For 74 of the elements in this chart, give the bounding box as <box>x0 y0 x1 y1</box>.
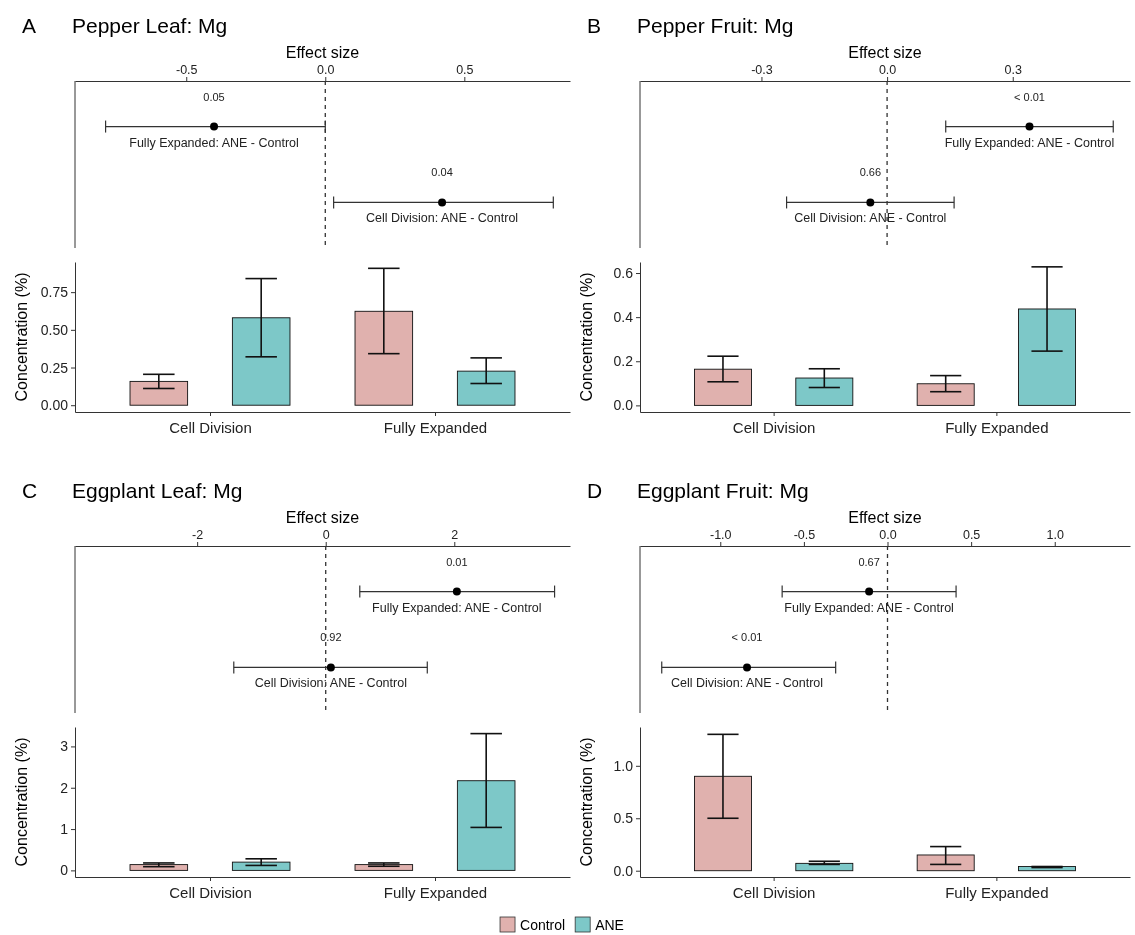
chart-title: Pepper Fruit: Mg <box>637 14 794 37</box>
x-tick-label: -0.5 <box>793 528 816 542</box>
y-tick-label: Fully Expanded: ANE - Control <box>372 600 542 615</box>
y-tick-label: Cell Division: ANE - Control <box>254 676 407 691</box>
x-tick-label: 0 <box>322 528 330 542</box>
x-axis-title: Effect size <box>848 44 922 61</box>
y-tick-label: Cell Division: ANE - Control <box>794 211 947 226</box>
x-tick-label: -1.0 <box>710 528 732 542</box>
x-tick-label: 2 <box>451 528 459 542</box>
chart-title: Pepper Leaf: Mg <box>72 14 228 37</box>
y-tick-label: 0.00 <box>40 397 69 414</box>
x-axis-title: Effect size <box>285 44 360 61</box>
x-axis-title: Effect size <box>285 509 360 526</box>
x-tick-label: Fully Expanded <box>383 418 488 436</box>
x-tick-label: Fully Expanded <box>945 883 1049 901</box>
y-tick-label: Cell Division: ANE - Control <box>670 676 824 691</box>
text: C <box>22 479 38 502</box>
x-tick-label: 1.0 <box>1046 528 1064 542</box>
x-tick-label: -0.3 <box>751 63 773 77</box>
annotation: 0.04 <box>431 166 453 179</box>
bar <box>231 861 291 871</box>
text: D <box>587 479 603 502</box>
y-tick-label: 0.50 <box>40 321 69 338</box>
x-tick-label: Cell Division <box>732 418 816 436</box>
legend-label: Control <box>520 917 566 933</box>
y-axis-title: Concentration (%) <box>13 737 30 867</box>
y-tick-label: 0.6 <box>613 265 634 282</box>
y-tick-label: Cell Division: ANE - Control <box>366 211 519 226</box>
x-tick-label: -2 <box>192 528 204 542</box>
x-tick-label: Cell Division <box>169 418 252 436</box>
y-axis-title: Concentration (%) <box>13 272 30 402</box>
y-tick-label: 0.25 <box>40 359 69 376</box>
x-tick-label: Cell Division <box>732 883 816 901</box>
y-tick-label: Fully Expanded: ANE - Control <box>944 135 1115 150</box>
y-tick-label: 1 <box>60 821 69 838</box>
y-tick-label: 2 <box>60 779 69 796</box>
legend-label: ANE <box>595 917 624 933</box>
y-tick-label: 0.2 <box>613 353 634 370</box>
annotation: < 0.01 <box>1014 90 1045 103</box>
x-tick-label: Fully Expanded <box>383 883 488 901</box>
x-tick-label: Fully Expanded <box>945 418 1049 436</box>
y-tick-label: 0.0 <box>613 397 634 414</box>
text: A <box>22 14 37 37</box>
x-axis-title: Effect size <box>848 509 922 526</box>
y-axis-title: Concentration (%) <box>578 737 595 867</box>
x-tick-label: -0.5 <box>175 63 198 77</box>
bar <box>129 864 189 871</box>
x-tick-label: 0.5 <box>456 63 474 77</box>
y-axis-title: Concentration (%) <box>578 272 595 402</box>
x-tick-label: 0.0 <box>317 63 335 77</box>
annotation: < 0.01 <box>731 631 763 644</box>
x-tick-label: 0.3 <box>1004 63 1022 77</box>
y-tick-label: 0.4 <box>613 309 634 326</box>
y-tick-label: 0.5 <box>613 810 634 827</box>
annotation: 0.66 <box>859 166 882 179</box>
x-tick-label: Cell Division <box>169 883 252 901</box>
chart-title: Eggplant Fruit: Mg <box>637 479 809 502</box>
annotation: 0.67 <box>858 555 880 568</box>
annotation: 0.92 <box>320 631 342 644</box>
bar <box>795 862 854 872</box>
x-tick-label: 0.0 <box>878 63 897 77</box>
chart-title: Eggplant Leaf: Mg <box>72 479 243 502</box>
y-tick-label: Fully Expanded: ANE - Control <box>129 135 299 150</box>
y-tick-label: 1.0 <box>613 757 634 774</box>
annotation: 0.01 <box>446 555 468 568</box>
annotation: 0.05 <box>203 90 225 103</box>
x-tick-label: 0.5 <box>962 528 981 542</box>
y-tick-label: 0.75 <box>40 284 69 301</box>
y-tick-label: 3 <box>60 738 69 755</box>
text: B <box>587 14 602 37</box>
y-tick-label: 0.0 <box>613 862 634 879</box>
y-tick-label: Fully Expanded: ANE - Control <box>784 600 954 615</box>
x-tick-label: 0.0 <box>879 528 897 542</box>
y-tick-label: 0 <box>60 862 69 879</box>
